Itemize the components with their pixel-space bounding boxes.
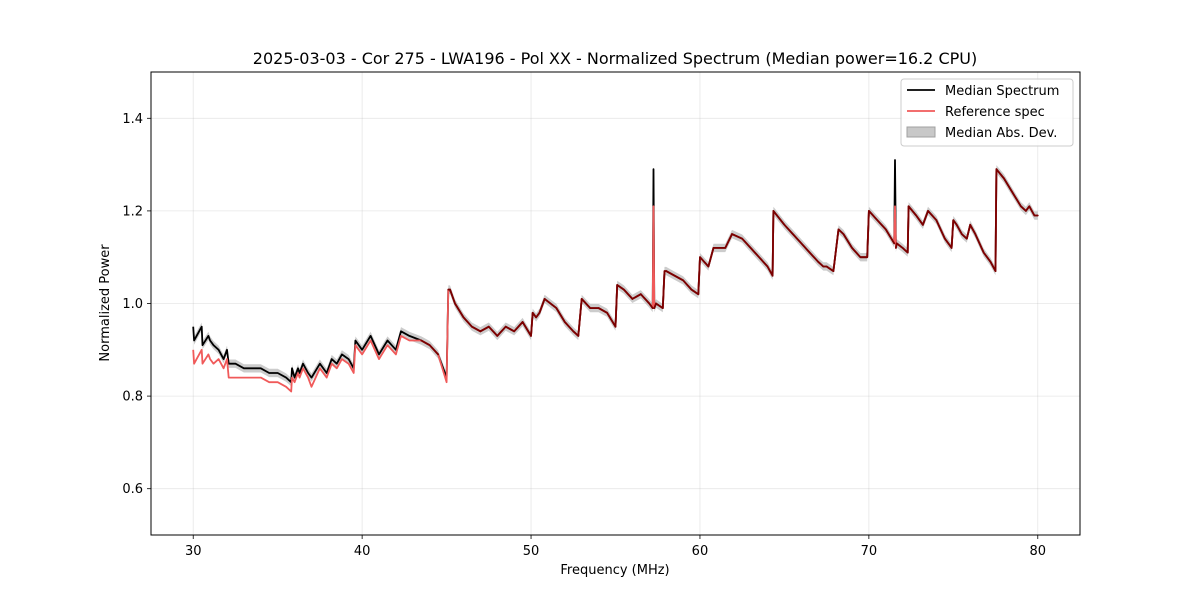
chart-title: 2025-03-03 - Cor 275 - LWA196 - Pol XX -… [253, 49, 977, 68]
x-tick-label: 70 [861, 544, 878, 559]
x-tick-label: 60 [692, 544, 709, 559]
x-tick-label: 50 [523, 544, 540, 559]
x-tick-label: 40 [354, 544, 371, 559]
x-axis-label: Frequency (MHz) [560, 563, 669, 578]
legend: Median Spectrum Reference spec Median Ab… [900, 78, 1074, 147]
x-tick-label: 30 [185, 544, 202, 559]
overlap-line [420, 168, 1039, 356]
y-tick-label: 1.2 [122, 204, 143, 219]
y-tick-label: 0.8 [122, 390, 143, 405]
legend-frame [900, 78, 1074, 147]
y-tick-label: 1.0 [122, 297, 143, 312]
legend-median-label: Median Spectrum [945, 84, 1059, 99]
y-tick-label: 0.6 [122, 482, 143, 497]
legend-reference-label: Reference spec [945, 105, 1045, 120]
y-axis-ticks: 0.6 0.8 1.0 1.2 1.4 [122, 112, 151, 497]
y-axis-label: Normalized Power [98, 244, 113, 362]
series-lines [192, 159, 1039, 393]
legend-mad-label: Median Abs. Dev. [945, 126, 1057, 141]
legend-mad-swatch [906, 126, 936, 138]
x-tick-label: 80 [1029, 544, 1046, 559]
x-axis-ticks: 30 40 50 60 70 80 [185, 535, 1046, 559]
y-tick-label: 1.4 [122, 112, 143, 127]
